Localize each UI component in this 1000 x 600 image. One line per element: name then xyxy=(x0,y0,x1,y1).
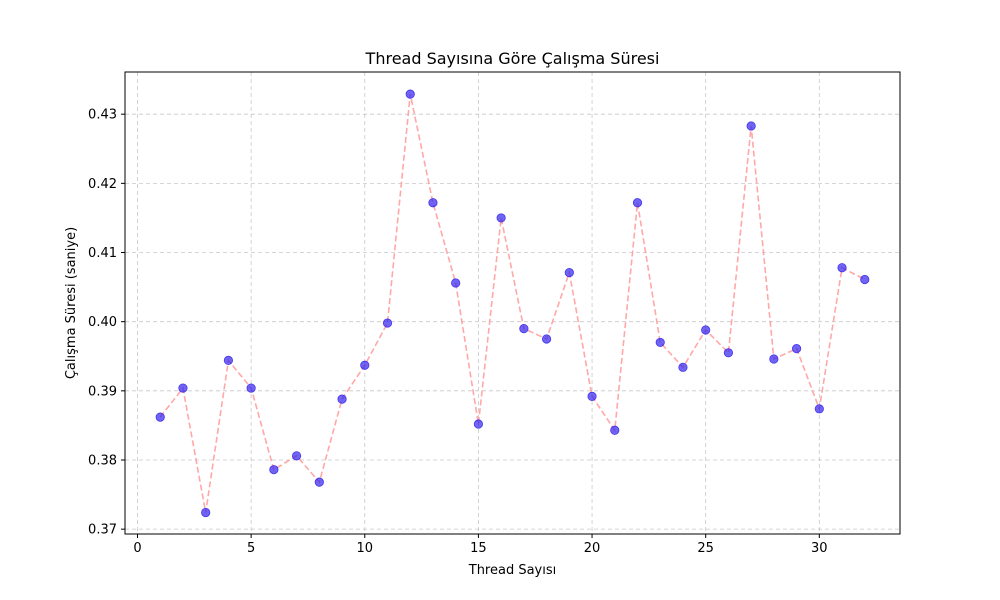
series-layer xyxy=(155,89,870,518)
y-tick-label: 0.39 xyxy=(88,384,117,399)
y-tick-label: 0.40 xyxy=(88,315,117,330)
chart-title: Thread Sayısına Göre Çalışma Süresi xyxy=(365,49,660,68)
x-tick-label: 10 xyxy=(356,541,373,556)
data-point xyxy=(269,465,279,475)
x-axis-label: Thread Sayısı xyxy=(468,563,557,578)
data-point xyxy=(223,355,234,366)
data-point xyxy=(814,404,824,414)
x-tick-label: 5 xyxy=(247,541,255,556)
y-axis-label: Çalışma Süresi (saniye) xyxy=(64,227,79,379)
y-tick-label: 0.38 xyxy=(88,453,117,468)
data-point xyxy=(201,507,211,518)
x-tick-label: 30 xyxy=(811,541,828,556)
data-point xyxy=(178,383,188,393)
y-tick-label: 0.37 xyxy=(88,523,117,538)
data-point xyxy=(428,198,438,208)
data-point xyxy=(519,323,529,334)
data-point xyxy=(405,89,415,99)
data-point xyxy=(610,425,620,435)
x-tick-label: 0 xyxy=(133,541,141,556)
data-point xyxy=(587,391,597,401)
data-point xyxy=(723,348,734,358)
data-point xyxy=(473,419,484,429)
grid xyxy=(125,72,900,534)
data-point xyxy=(291,451,302,461)
axis-ticks: 0 5 10 15 20 25 30 0.37 0.38 0.39 0.40 0.41 0.42 0.43 xyxy=(88,108,828,556)
data-point xyxy=(564,267,574,278)
data-point xyxy=(382,318,393,328)
data-point xyxy=(678,362,688,372)
data-point xyxy=(337,394,347,404)
data-point xyxy=(155,412,165,422)
data-point xyxy=(791,344,802,354)
y-tick-label: 0.43 xyxy=(88,108,117,123)
data-point xyxy=(769,354,779,364)
x-tick-label: 20 xyxy=(584,541,601,556)
y-tick-label: 0.41 xyxy=(88,246,117,261)
plot-area-frame xyxy=(124,71,901,535)
x-tick-label: 25 xyxy=(697,541,714,556)
data-point xyxy=(701,325,711,335)
data-point xyxy=(541,334,552,344)
data-point xyxy=(246,383,256,393)
data-point xyxy=(860,274,870,285)
data-point xyxy=(746,121,756,131)
data-point xyxy=(632,198,643,208)
data-point xyxy=(837,263,847,273)
data-point xyxy=(451,278,461,288)
x-tick-label: 15 xyxy=(470,541,487,556)
data-point xyxy=(496,213,506,223)
y-tick-label: 0.42 xyxy=(88,177,117,192)
data-point xyxy=(314,477,324,487)
data-point xyxy=(360,360,370,370)
data-point xyxy=(655,337,665,348)
